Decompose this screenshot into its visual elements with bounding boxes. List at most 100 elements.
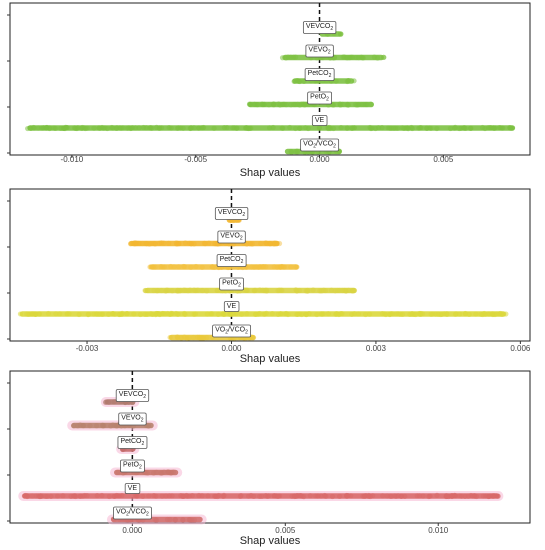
shap-point (486, 493, 492, 499)
shap-point (43, 493, 49, 500)
x-tick-label: 0.010 (428, 526, 449, 535)
shap-point (444, 493, 451, 499)
shap-point (158, 264, 164, 270)
shap-point (139, 240, 145, 247)
x-tick-label: -0.003 (76, 344, 99, 353)
shap-point (509, 125, 515, 131)
shap-point (391, 125, 397, 131)
shap-point (260, 263, 267, 270)
x-tick-label: 0.005 (433, 155, 454, 164)
shap-point (161, 264, 168, 270)
shap-point (380, 493, 386, 499)
shap-point (151, 287, 157, 294)
feature-row: VO2/VCO2 (167, 324, 257, 341)
shap-point (328, 287, 335, 293)
shap-point (452, 124, 458, 131)
shap-point (244, 287, 250, 293)
shap-point (87, 423, 93, 429)
shap-point (323, 287, 329, 294)
shap-panel-2: -0.003 0.000 0.003 0.006 Shap values VEVCO2 VE… (7, 188, 531, 365)
shap-point (185, 288, 191, 294)
shap-point (491, 311, 497, 317)
feature-row: VO2/VCO2 (284, 138, 343, 155)
shap-point (419, 311, 426, 317)
shap-point (230, 311, 237, 317)
shap-point (260, 101, 266, 108)
shap-point (465, 493, 471, 499)
shap-point (490, 493, 496, 499)
shap-point (145, 423, 151, 429)
shap-point (393, 493, 399, 499)
feature-label: VEVCO2 (218, 209, 246, 218)
shap-point (188, 125, 194, 131)
shap-point (168, 125, 174, 131)
shap-point (344, 101, 351, 107)
shap-point (457, 493, 463, 499)
shap-point (40, 125, 46, 131)
plot-frame (9, 188, 531, 342)
shap-point (274, 264, 280, 270)
shap-point (106, 493, 112, 500)
feature-label: PetCO2 (220, 256, 244, 265)
shap-point (304, 288, 310, 294)
shap-point (112, 311, 118, 317)
shap-point (116, 493, 123, 499)
shap-point (285, 54, 291, 60)
shap-point (291, 101, 297, 108)
shap-point (175, 125, 182, 131)
shap-point (147, 264, 153, 270)
shap-point (182, 264, 188, 270)
shap-point (294, 288, 300, 294)
shap-point (39, 493, 45, 499)
shap-point (294, 148, 300, 154)
shap-point (355, 55, 362, 61)
feature-label: VE (128, 485, 138, 492)
shap-point (35, 493, 41, 499)
feature-label-box (217, 230, 246, 244)
shap-point (238, 493, 244, 499)
shap-point (191, 241, 197, 247)
shap-point (96, 125, 102, 131)
shap-point (266, 125, 273, 131)
shap-point (134, 492, 140, 499)
shap-point (316, 124, 323, 131)
shap-point (259, 101, 265, 107)
shap-point (57, 311, 63, 317)
shap-point (196, 125, 202, 131)
shap-point (444, 311, 450, 318)
shap-point (334, 311, 340, 317)
shap-point (482, 125, 488, 132)
shap-point (435, 311, 441, 317)
feature-row: VEVO2 (128, 230, 283, 247)
shap-point (363, 101, 370, 108)
shap-point (71, 493, 77, 499)
shap-point (102, 125, 108, 131)
feature-label: VO2/VCO2 (303, 141, 336, 150)
shap-point (178, 335, 184, 341)
shap-point (507, 125, 513, 131)
shap-point (70, 423, 77, 429)
shap-point (216, 492, 222, 499)
shap-point (325, 311, 331, 317)
shap-point (143, 288, 149, 294)
shap-point (44, 125, 50, 131)
shap-point (342, 287, 348, 294)
shap-point (25, 311, 31, 317)
shap-point (362, 493, 368, 499)
shap-point (362, 311, 369, 318)
shap-point (166, 240, 172, 246)
shap-point (263, 493, 269, 499)
feature-label-box (115, 389, 150, 402)
shap-point (244, 241, 250, 247)
shap-point (447, 125, 454, 132)
shap-point (482, 493, 489, 499)
shap-point (420, 493, 426, 499)
shap-point (151, 493, 157, 499)
shap-point (58, 125, 64, 132)
feature-label-box (307, 91, 333, 105)
shap-point (344, 125, 350, 131)
shap-point (414, 493, 420, 499)
shap-point (381, 54, 387, 60)
shap-point (145, 287, 151, 294)
shap-point (338, 124, 344, 131)
